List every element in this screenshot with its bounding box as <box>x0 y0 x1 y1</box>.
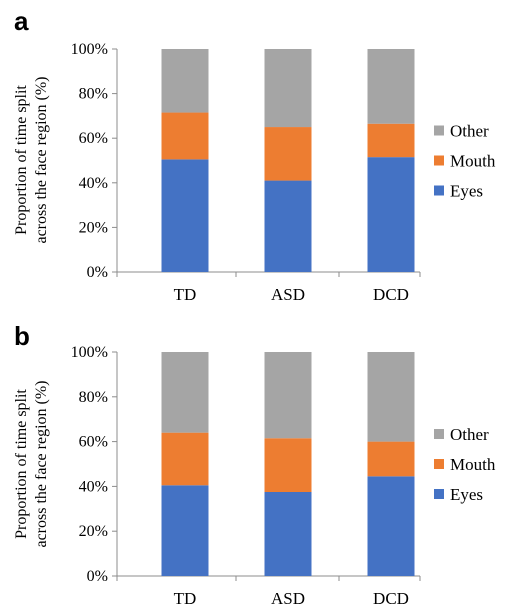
legend-swatch-mouth <box>434 459 444 469</box>
y-tick-label: 100% <box>71 344 108 361</box>
bar-segment-mouth-asd <box>264 127 312 181</box>
panel-b: b 0% 20% 40% 60% 80% 100% TD ASD DCD Other Mouth Ey… <box>13 321 496 608</box>
bar-segment-other-dcd <box>367 49 415 124</box>
bar-segment-mouth-dcd <box>367 123 415 158</box>
bar-segment-other-dcd <box>367 352 415 442</box>
y-tick-label: 0% <box>87 568 108 585</box>
bar-segment-mouth-td <box>161 432 209 486</box>
bar-segment-other-td <box>161 352 209 433</box>
y-tick-label: 40% <box>79 175 108 192</box>
bar-segment-other-asd <box>264 49 312 128</box>
x-category-label: DCD <box>373 589 409 608</box>
panel-letter-b: b <box>14 321 30 351</box>
bar-segment-eyes-td <box>161 485 209 576</box>
bar-segment-other-td <box>161 49 209 113</box>
y-tick-label: 100% <box>71 41 108 58</box>
y-axis-title-line: Proportion of time split <box>13 389 30 539</box>
legend-swatch-eyes <box>434 489 444 499</box>
bar-segment-other-asd <box>264 352 312 439</box>
panel-a: a 0% 20% 40% 60% 80% 100% TD ASD DCD Other Mouth Ey… <box>13 6 496 304</box>
x-category-label: DCD <box>373 285 409 304</box>
bar-segment-mouth-td <box>161 112 209 160</box>
y-tick-label: 80% <box>79 389 108 406</box>
legend-label-mouth: Mouth <box>450 152 496 171</box>
x-category-label: TD <box>174 589 197 608</box>
legend-swatch-other <box>434 125 444 136</box>
bar-segment-eyes-dcd <box>367 157 415 272</box>
y-tick-label: 20% <box>79 219 108 236</box>
y-tick-label: 0% <box>87 264 108 281</box>
y-tick-label: 80% <box>79 86 108 103</box>
bar-segment-eyes-asd <box>264 180 312 272</box>
x-category-label: ASD <box>271 285 305 304</box>
legend-swatch-mouth <box>434 155 444 166</box>
legend-label-other: Other <box>450 122 489 141</box>
y-axis-title-line: across the face region (%) <box>33 380 50 547</box>
y-axis-title-line: Proportion of time split <box>13 85 30 235</box>
legend-label-other: Other <box>450 425 489 444</box>
legend-label-eyes: Eyes <box>450 182 483 201</box>
y-tick-label: 60% <box>79 130 108 147</box>
legend-label-eyes: Eyes <box>450 485 483 504</box>
bar-segment-eyes-asd <box>264 492 312 576</box>
y-axis-title: Proportion of time split across the face … <box>13 76 50 243</box>
panel-letter-a: a <box>14 6 29 36</box>
legend-label-mouth: Mouth <box>450 455 496 474</box>
bar-segment-eyes-dcd <box>367 476 415 576</box>
y-tick-label: 20% <box>79 523 108 540</box>
legend-swatch-eyes <box>434 185 444 196</box>
x-category-label: ASD <box>271 589 305 608</box>
bar-segment-mouth-dcd <box>367 441 415 477</box>
legend-swatch-other <box>434 429 444 439</box>
y-tick-label: 60% <box>79 434 108 451</box>
bar-segment-eyes-td <box>161 159 209 272</box>
y-tick-label: 40% <box>79 478 108 495</box>
y-axis-title: Proportion of time split across the face … <box>13 380 50 547</box>
y-axis-title-line: across the face region (%) <box>33 76 50 243</box>
bar-segment-mouth-asd <box>264 438 312 492</box>
x-category-label: TD <box>174 285 197 304</box>
